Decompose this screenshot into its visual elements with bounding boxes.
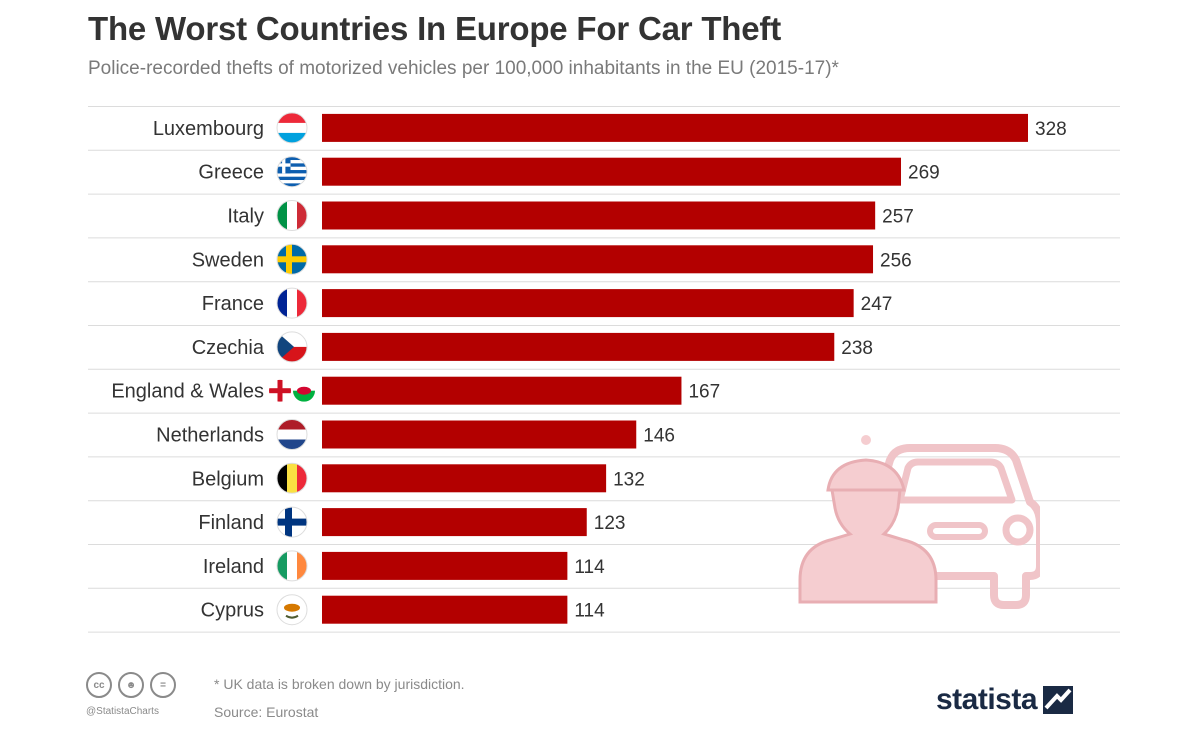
bar [322, 595, 568, 624]
data-label: 123 [594, 513, 626, 534]
category-label: Cyprus [201, 600, 264, 622]
bar [322, 245, 874, 274]
data-label: 328 [1035, 119, 1067, 140]
bar [322, 157, 902, 186]
source-note: Source: Eurostat [214, 704, 319, 720]
data-label: 114 [574, 601, 605, 622]
bar [322, 551, 568, 580]
category-label: Finland [198, 512, 264, 534]
statista-brand: statista [936, 683, 1074, 717]
bar-row: France 247 [88, 281, 1120, 319]
cc-icon: cc [86, 672, 112, 698]
bar [322, 332, 835, 361]
data-label: 247 [861, 294, 893, 315]
bar-chart: Luxembourg 328 Greece 269 Italy 257 Sweden 256 F… [88, 106, 1120, 633]
data-label: 257 [882, 207, 914, 228]
category-label: England & Wales [111, 381, 264, 403]
italy-flag-icon [276, 200, 308, 231]
bar-row: Czechia 238 [88, 325, 1120, 363]
data-label: 256 [880, 250, 912, 271]
luxembourg-flag-icon [276, 112, 308, 144]
category-label: Luxembourg [153, 118, 264, 140]
data-label: 146 [643, 426, 675, 447]
category-label: Czechia [192, 337, 265, 359]
category-label: Italy [227, 206, 264, 228]
chart-subtitle: Police-recorded thefts of motorized vehi… [88, 58, 839, 79]
data-label: 114 [574, 557, 605, 578]
finland-flag-icon [276, 506, 308, 538]
bar-row: Greece 269 [88, 149, 1120, 188]
bar [322, 464, 607, 493]
license-icons: cc ☻ = [86, 672, 176, 698]
sweden-flag-icon [276, 243, 308, 275]
france-flag-icon [276, 287, 308, 319]
bar-row: Netherlands 146 [88, 412, 1120, 450]
ireland-flag-icon [276, 550, 308, 582]
bar-row: Luxembourg 328 [88, 106, 1120, 144]
bar [322, 201, 876, 230]
data-label: 167 [688, 382, 720, 403]
bar [322, 289, 854, 318]
bar [322, 508, 587, 537]
bar-row: England & Wales 167 [88, 368, 1120, 405]
by-icon: ☻ [118, 672, 144, 698]
category-label: France [202, 293, 264, 315]
category-label: Ireland [203, 556, 264, 578]
bar-row: Sweden 256 [88, 237, 1120, 275]
cyprus-flag-icon [276, 594, 308, 626]
czechia-flag-icon [276, 331, 308, 363]
bar-row: Ireland 114 [88, 544, 1120, 582]
bar-row: Cyprus 114 [88, 587, 1120, 626]
data-label: 238 [841, 338, 873, 359]
bar [322, 420, 637, 449]
bar-row: Finland 123 [88, 500, 1120, 538]
belgium-flag-icon [276, 462, 308, 494]
greece-flag-icon [276, 156, 308, 188]
data-label: 269 [908, 163, 940, 184]
statista-handle: @StatistaCharts [86, 706, 159, 717]
car-thief-icon [798, 435, 1040, 609]
category-label: Netherlands [156, 425, 264, 447]
nd-icon: = [150, 672, 176, 698]
bar-row: Belgium 132 [88, 456, 1120, 494]
data-label: 132 [613, 469, 645, 490]
bar [322, 376, 682, 405]
netherlands-flag-icon [276, 419, 308, 450]
statista-logo-icon [1043, 686, 1074, 714]
chart-title: The Worst Countries In Europe For Car Th… [88, 10, 781, 47]
england-wales-flag-icon [269, 379, 315, 402]
bar-row: Italy 257 [88, 193, 1120, 231]
category-label: Sweden [192, 249, 264, 271]
footnote: * UK data is broken down by jurisdiction… [214, 676, 465, 692]
category-label: Belgium [192, 468, 264, 490]
category-label: Greece [198, 162, 264, 184]
bar [322, 113, 1028, 142]
brand-name: statista [936, 683, 1038, 716]
